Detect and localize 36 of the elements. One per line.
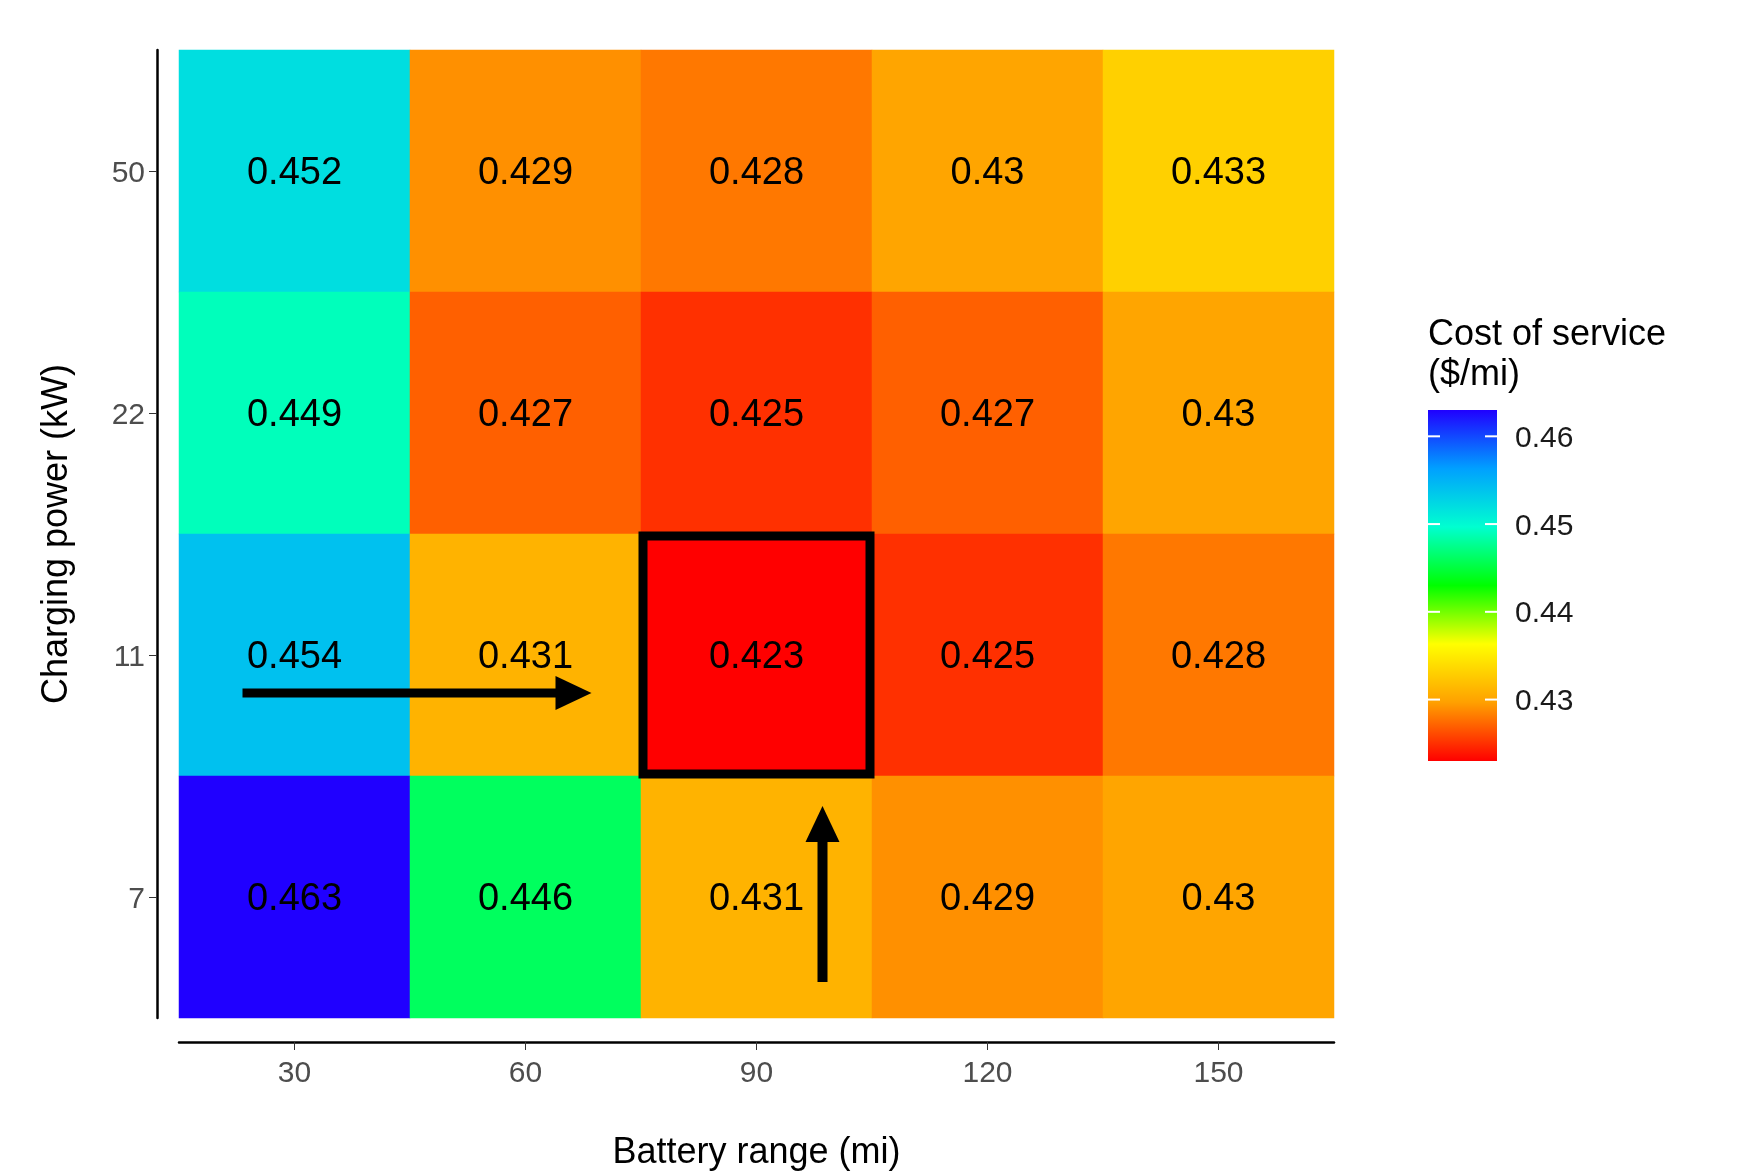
x-axis-title: Battery range (mi) — [612, 1129, 901, 1171]
data-label: 0.454 — [246, 634, 343, 676]
data-label: 0.452 — [246, 150, 343, 192]
data-label: 0.433 — [1170, 150, 1267, 192]
data-label: 0.449 — [246, 392, 343, 434]
color-bar-label: 0.44 — [1515, 595, 1574, 629]
data-label: 0.425 — [708, 392, 805, 434]
data-label: 0.429 — [477, 150, 574, 192]
data-label: 0.429 — [939, 876, 1036, 918]
color-bar-label: 0.46 — [1515, 419, 1574, 453]
data-label: 0.428 — [1170, 634, 1267, 676]
y-tick-label: 50 — [111, 154, 145, 188]
data-label: 0.427 — [939, 392, 1036, 434]
data-label: 0.43 — [950, 150, 1025, 192]
x-tick-label: 120 — [962, 1054, 1013, 1088]
color-bar-title: Cost of service ($/mi) — [1428, 311, 1667, 393]
data-label: 0.423 — [708, 634, 805, 676]
data-label: 0.431 — [708, 876, 805, 918]
data-label: 0.463 — [246, 876, 343, 918]
color-bar-label: 0.43 — [1515, 683, 1574, 717]
x-tick-label: 60 — [508, 1054, 543, 1088]
y-tick-label: 22 — [111, 396, 145, 430]
x-tick-label: 30 — [277, 1054, 312, 1088]
color-bar-label: 0.45 — [1515, 507, 1574, 541]
data-label: 0.431 — [477, 634, 574, 676]
data-label: 0.446 — [477, 876, 574, 918]
data-label: 0.425 — [939, 634, 1036, 676]
x-tick-label: 150 — [1193, 1054, 1244, 1088]
data-label: 0.43 — [1181, 876, 1256, 918]
data-label: 0.427 — [477, 392, 574, 434]
y-tick-label: 11 — [113, 638, 145, 672]
data-label: 0.43 — [1181, 392, 1256, 434]
data-label: 0.428 — [708, 150, 805, 192]
x-tick-label: 90 — [739, 1054, 774, 1088]
y-axis-title: Charging power (kW) — [33, 363, 75, 705]
y-tick-label: 7 — [128, 880, 145, 914]
